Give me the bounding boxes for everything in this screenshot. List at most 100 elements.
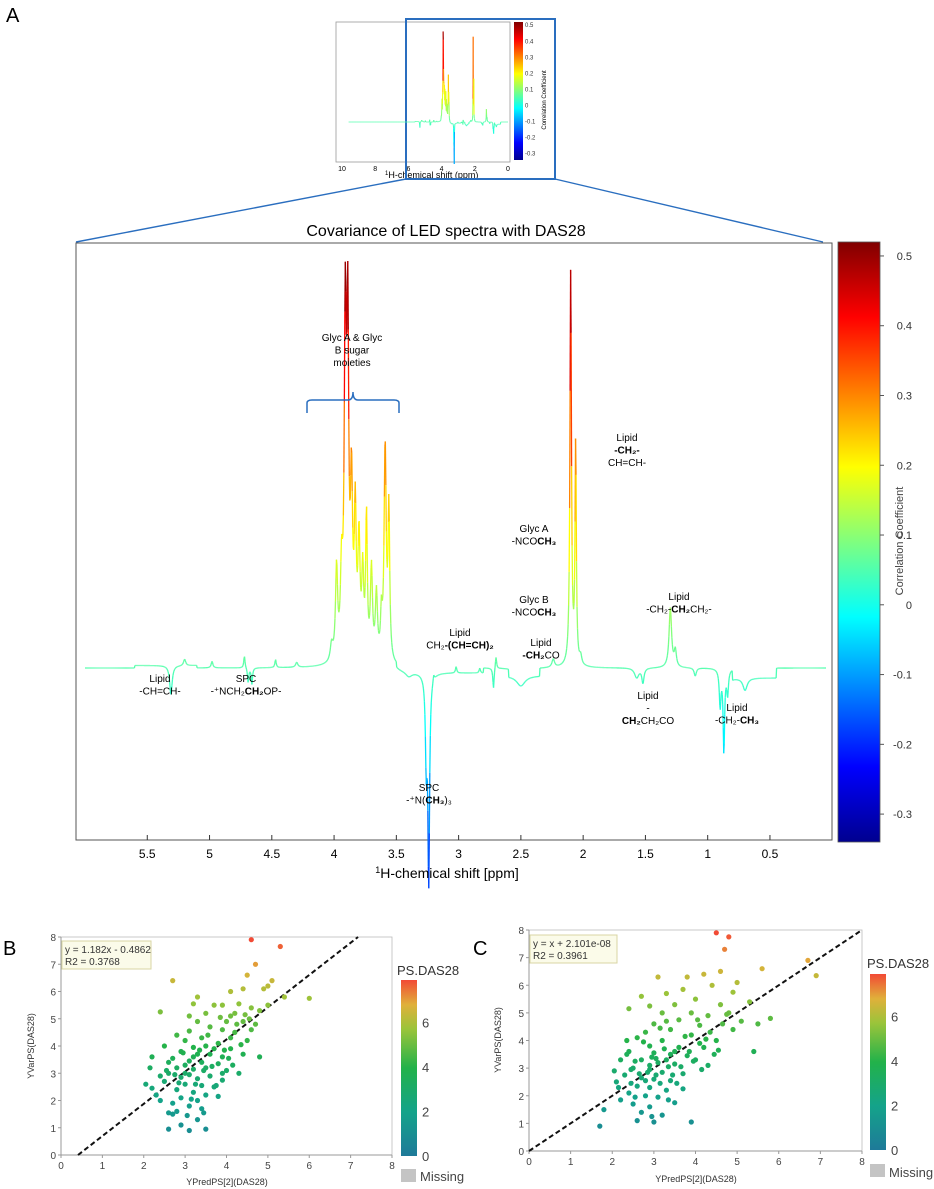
colorbar-tick-label: 0.5 xyxy=(897,251,912,263)
scatter-point xyxy=(170,978,176,984)
spectrum-segment xyxy=(371,575,374,598)
inset-colorbar-tick-label: 0.4 xyxy=(525,39,534,45)
scatter-point xyxy=(277,943,283,950)
colorbar-tick-label: -0.1 xyxy=(893,670,912,682)
inset-colorbar-tick-label: 0.5 xyxy=(525,23,534,29)
spectrum-segment xyxy=(742,687,745,689)
spectrum-segment xyxy=(167,671,170,674)
panel-letter-b: B xyxy=(3,938,16,960)
annotation-segment: -NCO xyxy=(512,537,538,548)
inset-colorbar xyxy=(514,22,523,160)
scatter-point xyxy=(667,1078,674,1084)
spectrum-segment xyxy=(564,656,566,659)
x-tick-label: 2 xyxy=(141,1161,147,1172)
scatter-point xyxy=(230,1062,236,1068)
scatter-point xyxy=(713,1037,719,1044)
y-tick-label: 4 xyxy=(518,1037,524,1048)
annotation-segment: CH₂- xyxy=(690,605,712,616)
x-tick-label: 4.5 xyxy=(263,847,280,861)
scatter-point xyxy=(626,1090,632,1096)
scatter-point xyxy=(655,1094,661,1100)
scatter-point xyxy=(640,1039,647,1045)
x-tick-label: 3.5 xyxy=(388,847,405,861)
scatter-point xyxy=(632,1058,638,1064)
scatter-point xyxy=(674,1080,680,1086)
scatter-point xyxy=(217,1014,223,1021)
spectrum-segment xyxy=(366,544,369,583)
scatter-point xyxy=(252,1021,259,1027)
scatter-point xyxy=(642,1078,649,1084)
spectrum-segment xyxy=(393,657,396,660)
scatter-point xyxy=(653,1072,659,1078)
scatter-point xyxy=(626,1006,632,1012)
scatter-point xyxy=(226,1055,232,1061)
spectrum-segment xyxy=(727,690,729,698)
scatter-point xyxy=(201,1110,207,1116)
scatter-point xyxy=(261,986,267,992)
spectrum-segment xyxy=(406,674,408,677)
scatter-point xyxy=(178,1074,184,1080)
scatter-point xyxy=(215,1093,221,1099)
scatter-point xyxy=(228,1013,234,1019)
scatter-point xyxy=(726,934,732,940)
scatter-point xyxy=(178,1095,184,1101)
spectrum-segment xyxy=(246,671,249,677)
annotation-line: Lipid xyxy=(616,433,637,444)
spectrum-segment xyxy=(717,675,719,679)
spectrum-segment xyxy=(675,649,677,655)
scatter-point xyxy=(624,1051,630,1057)
scatter-point xyxy=(645,1069,651,1075)
scatter-point xyxy=(690,1058,697,1064)
scatter-point xyxy=(622,1072,628,1078)
panel-c-colorbar xyxy=(870,974,886,1150)
scatter-point xyxy=(186,1072,192,1078)
y-tick-label: 3 xyxy=(518,1064,524,1075)
spectrum-segment xyxy=(428,833,430,889)
scatter-point xyxy=(711,1051,717,1057)
colorbar-tick-label: 2 xyxy=(891,1098,898,1113)
scatter-point xyxy=(638,1109,645,1115)
scatter-point xyxy=(190,1066,196,1072)
scatter-point xyxy=(257,1008,263,1014)
spectrum-segment xyxy=(359,545,361,572)
scatter-point xyxy=(203,1126,209,1132)
spectrum-segment xyxy=(168,680,171,686)
scatter-point xyxy=(201,1067,207,1074)
inset-x-tick-label: 4 xyxy=(440,166,444,173)
scatter-point xyxy=(647,1003,653,1009)
colorbar-tick-label: 4 xyxy=(422,1060,429,1075)
scatter-point xyxy=(672,1002,678,1008)
y-tick-label: 0 xyxy=(518,1147,524,1158)
spectrum-segment xyxy=(673,647,676,651)
inset-colorbar-label: Correlation Coefficient xyxy=(542,70,548,130)
panel-c-r2: R2 = 0.3961 xyxy=(533,951,588,962)
scatter-point xyxy=(688,1032,694,1038)
annotation-line: Lipid xyxy=(726,703,747,714)
panel-b-x-axis-label: YPredPS[2](DAS28) xyxy=(186,1177,268,1187)
spectrum-segment xyxy=(562,660,565,663)
scatter-point xyxy=(649,1054,655,1060)
x-tick-label: 2 xyxy=(580,847,587,861)
scatter-point xyxy=(186,1058,192,1064)
scatter-point xyxy=(680,1071,686,1077)
scatter-point xyxy=(642,1029,649,1035)
spectrum-segment xyxy=(456,669,459,672)
annotation-line: SPC xyxy=(236,674,257,685)
annotation-segment: - xyxy=(646,704,649,715)
scatter-point xyxy=(767,1015,774,1022)
main-chart-title: Covariance of LED spectra with DAS28 xyxy=(306,223,585,240)
scatter-point xyxy=(688,1010,694,1016)
spectrum-segment xyxy=(577,640,580,647)
spectrum-segment xyxy=(357,523,360,547)
panel-c-equation: y = x + 2.101e-08 xyxy=(533,939,611,950)
spectrum-segment xyxy=(430,693,433,703)
spectrum-segment xyxy=(325,660,328,663)
y-tick-label: 7 xyxy=(50,960,56,971)
scatter-point xyxy=(638,1075,645,1081)
scatter-point xyxy=(615,1084,622,1091)
annotation-segment: -⁺NCH₂ xyxy=(211,687,245,698)
scatter-point xyxy=(194,1018,201,1025)
x-tick-label: 2 xyxy=(609,1157,615,1168)
scatter-point xyxy=(659,1112,665,1118)
spectrum-segment xyxy=(251,678,254,685)
